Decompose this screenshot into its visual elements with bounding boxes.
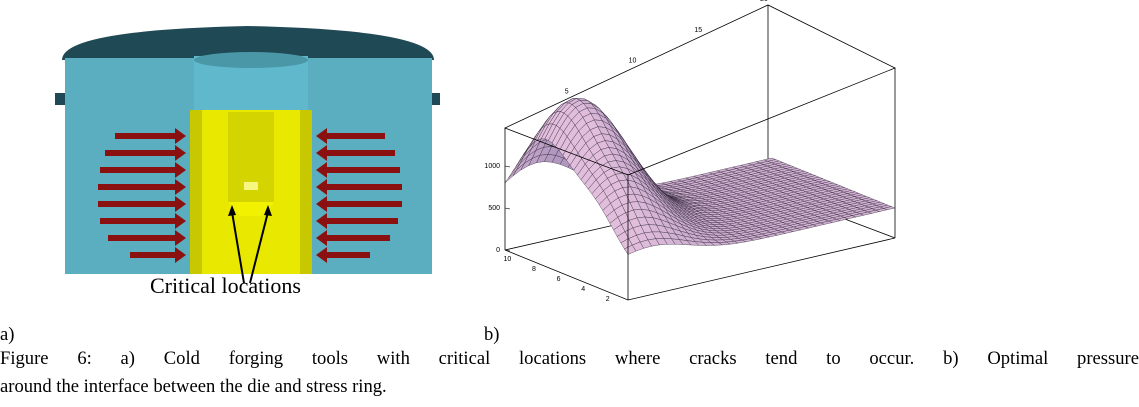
depth-tick-label: 6: [557, 276, 561, 283]
caption-line: Figure 6: a) Cold forging tools with cri…: [0, 348, 1139, 370]
z-tick-label: 500: [488, 205, 500, 212]
surface: [505, 99, 895, 255]
top-tick-label: 5: [565, 88, 569, 95]
tick-mark: [505, 166, 510, 167]
depth-tick-label: 4: [581, 286, 585, 293]
forging-tool-illustration: [55, 26, 440, 283]
top-tick-label: 20: [760, 0, 768, 3]
annotation: Critical locations: [150, 273, 301, 298]
top-tick-label: 15: [694, 27, 702, 34]
panel-label: a): [0, 324, 14, 345]
z-tick-label: 1000: [484, 163, 500, 170]
tick-mark: [505, 208, 510, 209]
page: Critical locations a) b) 0 500 1000 5 10 15 20…: [0, 0, 1139, 407]
depth-tick-label: 10: [504, 256, 512, 263]
panel-label: b): [484, 324, 500, 345]
figure: Critical locations a) b) 0 500 1000 5 10 15 20…: [0, 0, 1139, 345]
depth-tick-label: 8: [532, 266, 536, 273]
caption-line: around the interface between the die and…: [0, 376, 1139, 398]
surface-cell: [505, 170, 517, 183]
top-tick-label: 10: [629, 58, 637, 65]
z-tick-label: 0: [496, 247, 500, 254]
depth-tick-label: 2: [606, 296, 610, 303]
